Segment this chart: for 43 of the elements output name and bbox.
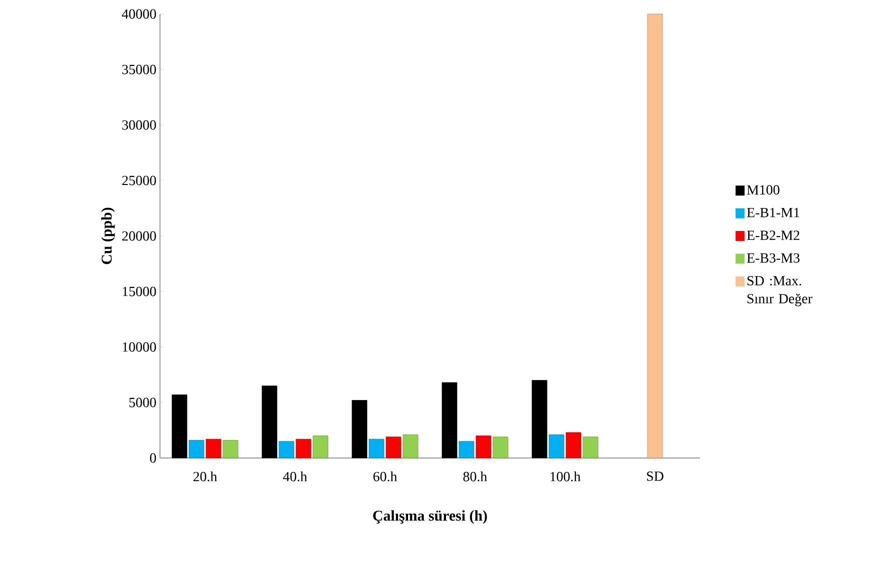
bar [296, 438, 312, 458]
legend-label: E-B2-M2 [746, 230, 800, 240]
y-tick-label: 30000 [122, 120, 156, 130]
bar [222, 440, 238, 458]
x-tick-label: 100.h [550, 471, 581, 482]
legend-label: E-B3-M3 [746, 253, 800, 263]
x-tick-label: 60.h [373, 471, 398, 482]
y-tick-label: 10000 [122, 342, 156, 352]
x-tick-label: 20.h [193, 471, 218, 482]
bar [548, 434, 564, 458]
bar [492, 436, 508, 458]
bar [312, 436, 328, 458]
bar [532, 380, 548, 458]
x-tick-label: SD [647, 472, 664, 481]
bar [458, 441, 474, 458]
bar [566, 432, 582, 458]
bar [206, 438, 222, 458]
bar [278, 441, 294, 458]
legend-label: SD :Max. Sınır Değer [748, 276, 812, 306]
bar [402, 434, 418, 458]
x-tick-label: 40.h [283, 471, 308, 482]
y-tick-label: 25000 [122, 176, 156, 186]
y-tick-label: 40000 [122, 9, 156, 19]
bar [172, 394, 188, 458]
x-axis-title: Çalışma süresi (h) [373, 510, 487, 524]
y-axis-title: Cu (ppb) [101, 208, 115, 264]
bar [386, 436, 402, 458]
bar [647, 14, 663, 458]
x-tick-label: 80.h [463, 471, 488, 482]
bar [188, 440, 204, 458]
legend-label: M100 [746, 185, 780, 195]
y-tick-label: 35000 [122, 64, 156, 74]
bar [262, 386, 278, 458]
bar [352, 400, 368, 458]
legend-label: E-B1-M1 [746, 208, 800, 218]
bar [442, 382, 458, 458]
bar [368, 438, 384, 458]
y-tick-label: 15000 [122, 286, 156, 296]
bar [476, 436, 492, 458]
y-tick-label: 5000 [129, 398, 156, 408]
y-tick-label: 20000 [122, 231, 156, 241]
bar [582, 436, 598, 458]
y-tick-label: 0 [150, 453, 156, 463]
